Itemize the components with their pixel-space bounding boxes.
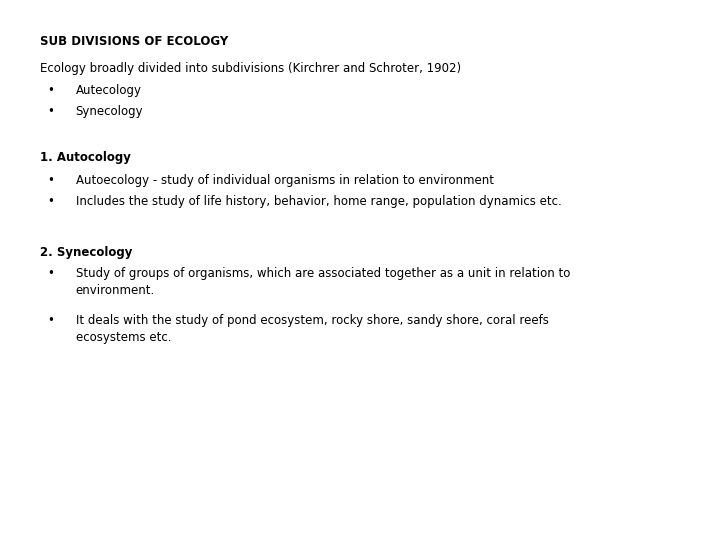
Text: •: • (47, 84, 54, 97)
Text: Autoecology - study of individual organisms in relation to environment: Autoecology - study of individual organi… (76, 174, 494, 187)
Text: It deals with the study of pond ecosystem, rocky shore, sandy shore, coral reefs: It deals with the study of pond ecosyste… (76, 314, 549, 345)
Text: 1. Autocology: 1. Autocology (40, 151, 130, 164)
Text: •: • (47, 105, 54, 118)
Text: •: • (47, 267, 54, 280)
Text: 2. Synecology: 2. Synecology (40, 246, 132, 259)
Text: SUB DIVISIONS OF ECOLOGY: SUB DIVISIONS OF ECOLOGY (40, 35, 228, 48)
Text: •: • (47, 314, 54, 327)
Text: Synecology: Synecology (76, 105, 143, 118)
Text: Ecology broadly divided into subdivisions (Kirchrer and Schroter, 1902): Ecology broadly divided into subdivision… (40, 62, 461, 75)
Text: Autecology: Autecology (76, 84, 142, 97)
Text: •: • (47, 195, 54, 208)
Text: •: • (47, 174, 54, 187)
Text: Study of groups of organisms, which are associated together as a unit in relatio: Study of groups of organisms, which are … (76, 267, 570, 298)
Text: Includes the study of life history, behavior, home range, population dynamics et: Includes the study of life history, beha… (76, 195, 562, 208)
